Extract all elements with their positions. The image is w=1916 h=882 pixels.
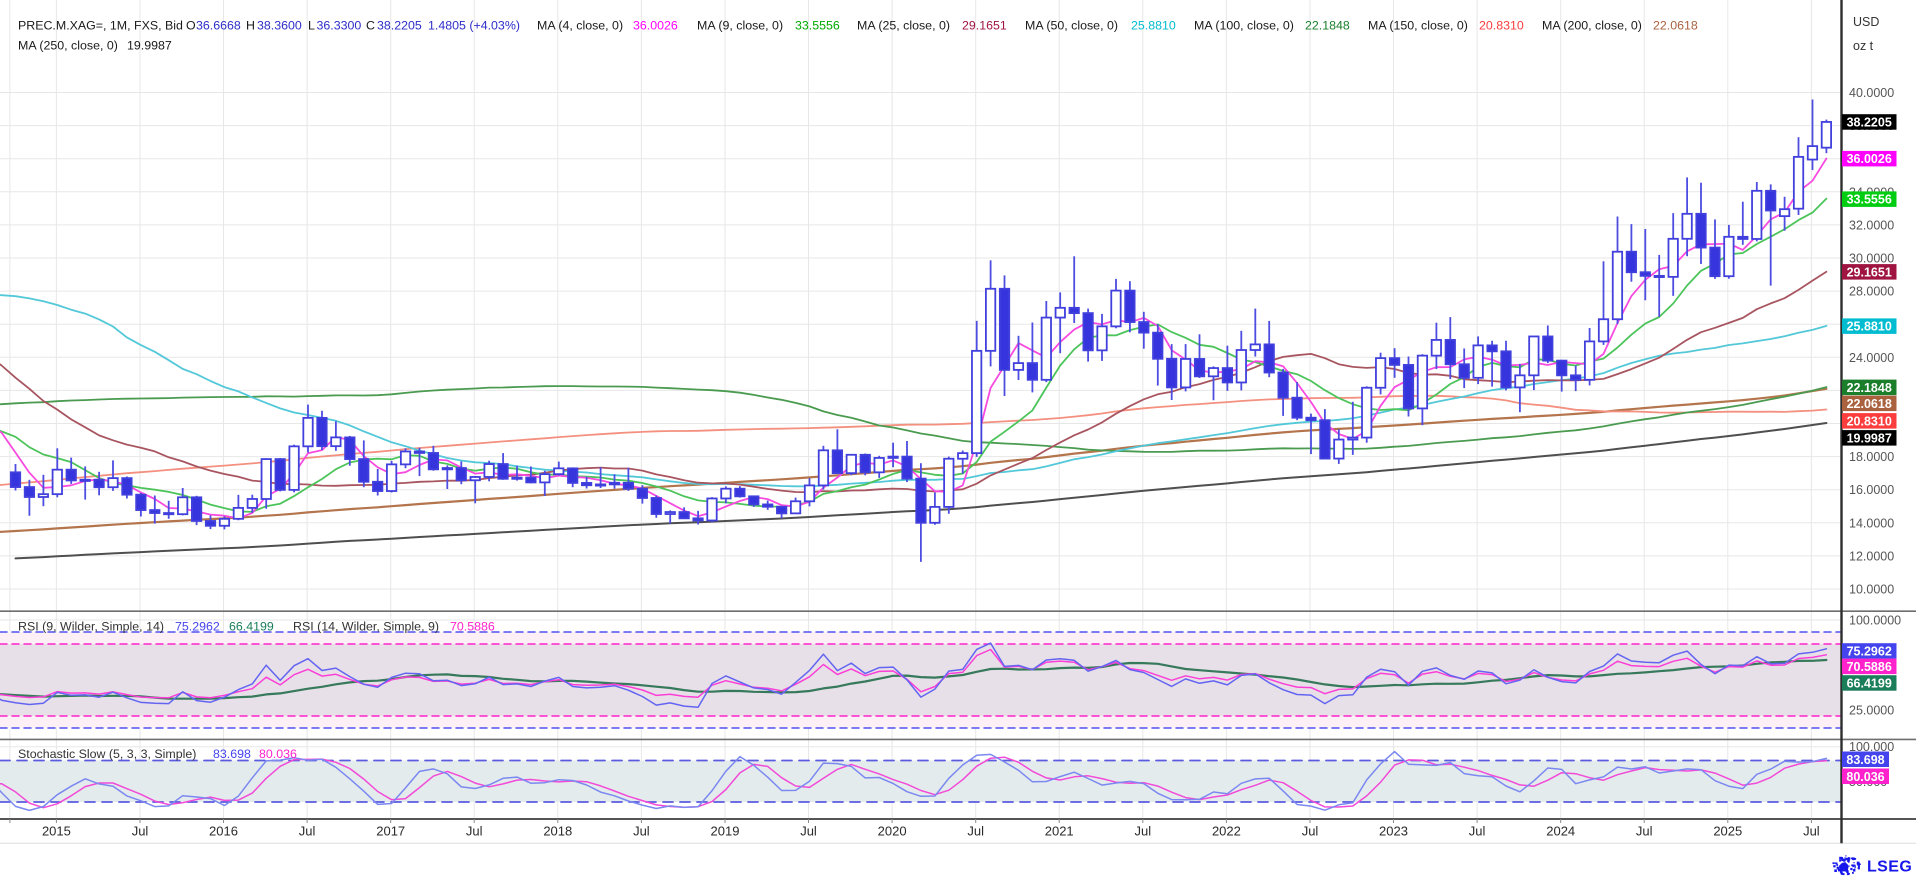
svg-text:Jul: Jul: [1636, 824, 1653, 839]
svg-text:MA (100, close, 0): MA (100, close, 0): [1194, 19, 1294, 33]
svg-text:18.0000: 18.0000: [1849, 450, 1894, 464]
svg-text:22.0618: 22.0618: [1847, 397, 1892, 411]
svg-text:Jul: Jul: [967, 824, 984, 839]
svg-text:MA (4, close, 0): MA (4, close, 0): [537, 19, 623, 33]
svg-text:USD: USD: [1853, 15, 1879, 29]
svg-text:66.4199: 66.4199: [229, 620, 274, 634]
svg-text:80.036: 80.036: [259, 747, 297, 761]
svg-text:29.1651: 29.1651: [962, 19, 1007, 33]
svg-text:25.8810: 25.8810: [1131, 19, 1176, 33]
svg-text:Jul: Jul: [800, 824, 817, 839]
svg-text:100.000: 100.000: [1849, 740, 1894, 754]
svg-text:40.0000: 40.0000: [1849, 86, 1894, 100]
svg-text:38.3600: 38.3600: [257, 19, 302, 33]
svg-text:L: L: [308, 19, 315, 33]
svg-text:MA (150, close, 0): MA (150, close, 0): [1368, 19, 1468, 33]
svg-text:33.5556: 33.5556: [1847, 193, 1892, 207]
svg-text:Stochastic Slow (5, 3, 3, Simp: Stochastic Slow (5, 3, 3, Simple): [18, 747, 196, 761]
svg-text:2023: 2023: [1379, 824, 1408, 839]
svg-text:75.2962: 75.2962: [1847, 645, 1892, 659]
svg-text:2017: 2017: [376, 824, 405, 839]
svg-text:Jul: Jul: [466, 824, 483, 839]
svg-text:38.2205: 38.2205: [377, 19, 422, 33]
svg-text:14.0000: 14.0000: [1849, 516, 1894, 530]
svg-text:1.4805 (+4.03%): 1.4805 (+4.03%): [428, 19, 520, 33]
svg-text:22.1848: 22.1848: [1305, 19, 1350, 33]
svg-text:66.4199: 66.4199: [1847, 677, 1892, 691]
svg-text:Jul: Jul: [132, 824, 149, 839]
svg-text:28.0000: 28.0000: [1849, 285, 1894, 299]
svg-text:2018: 2018: [543, 824, 572, 839]
svg-text:H: H: [246, 19, 255, 33]
svg-text:2020: 2020: [878, 824, 907, 839]
svg-text:12.0000: 12.0000: [1849, 549, 1894, 563]
svg-text:22.1848: 22.1848: [1847, 381, 1892, 395]
svg-text:22.0618: 22.0618: [1653, 19, 1698, 33]
svg-text:19.9987: 19.9987: [1847, 431, 1892, 445]
svg-text:C: C: [366, 19, 375, 33]
svg-text:83.698: 83.698: [213, 747, 251, 761]
svg-text:PREC.M.XAG=, 1M, FXS, Bid: PREC.M.XAG=, 1M, FXS, Bid: [18, 19, 183, 33]
svg-text:38.2205: 38.2205: [1847, 116, 1892, 130]
svg-text:MA (250, close, 0): MA (250, close, 0): [18, 39, 118, 53]
svg-text:36.0026: 36.0026: [633, 19, 678, 33]
svg-text:70.5886: 70.5886: [450, 620, 495, 634]
svg-text:Jul: Jul: [1803, 824, 1820, 839]
svg-text:30.0000: 30.0000: [1849, 252, 1894, 266]
svg-text:29.1651: 29.1651: [1847, 265, 1892, 279]
svg-text:MA (25, close, 0): MA (25, close, 0): [857, 19, 950, 33]
svg-text:RSI (9, Wilder, Simple, 14): RSI (9, Wilder, Simple, 14): [18, 620, 164, 634]
svg-text:oz t: oz t: [1853, 39, 1874, 53]
svg-text:2019: 2019: [711, 824, 740, 839]
svg-text:25.8810: 25.8810: [1847, 320, 1892, 334]
svg-text:RSI (14, Wilder, Simple, 9): RSI (14, Wilder, Simple, 9): [293, 620, 439, 634]
svg-text:MA (9, close, 0): MA (9, close, 0): [697, 19, 783, 33]
svg-text:20.8310: 20.8310: [1847, 414, 1892, 428]
svg-text:Jul: Jul: [1302, 824, 1319, 839]
svg-text:Jul: Jul: [299, 824, 316, 839]
svg-text:MA (50, close, 0): MA (50, close, 0): [1025, 19, 1118, 33]
svg-text:2021: 2021: [1045, 824, 1074, 839]
svg-text:2015: 2015: [42, 824, 71, 839]
svg-text:LSEG: LSEG: [1867, 859, 1912, 876]
svg-text:Jul: Jul: [1134, 824, 1151, 839]
svg-text:O: O: [186, 19, 196, 33]
svg-text:Jul: Jul: [1469, 824, 1486, 839]
svg-text:24.0000: 24.0000: [1849, 351, 1894, 365]
svg-text:33.5556: 33.5556: [795, 19, 840, 33]
svg-text:Jul: Jul: [633, 824, 650, 839]
svg-text:20.8310: 20.8310: [1479, 19, 1524, 33]
svg-text:MA (200, close, 0): MA (200, close, 0): [1542, 19, 1642, 33]
svg-text:2024: 2024: [1546, 824, 1575, 839]
svg-text:75.2962: 75.2962: [175, 620, 220, 634]
svg-text:16.0000: 16.0000: [1849, 483, 1894, 497]
svg-text:36.3300: 36.3300: [317, 19, 362, 33]
svg-text:2025: 2025: [1713, 824, 1742, 839]
svg-text:19.9987: 19.9987: [127, 39, 172, 53]
svg-text:80.036: 80.036: [1846, 770, 1884, 784]
svg-text:10.0000: 10.0000: [1849, 583, 1894, 597]
svg-text:32.0000: 32.0000: [1849, 218, 1894, 232]
svg-text:25.0000: 25.0000: [1849, 704, 1894, 718]
svg-text:83.698: 83.698: [1846, 753, 1884, 767]
svg-text:2022: 2022: [1212, 824, 1241, 839]
svg-text:100.0000: 100.0000: [1849, 614, 1901, 628]
svg-text:2016: 2016: [209, 824, 238, 839]
svg-text:36.6668: 36.6668: [196, 19, 241, 33]
svg-text:36.0026: 36.0026: [1847, 152, 1892, 166]
svg-text:70.5886: 70.5886: [1847, 660, 1892, 674]
